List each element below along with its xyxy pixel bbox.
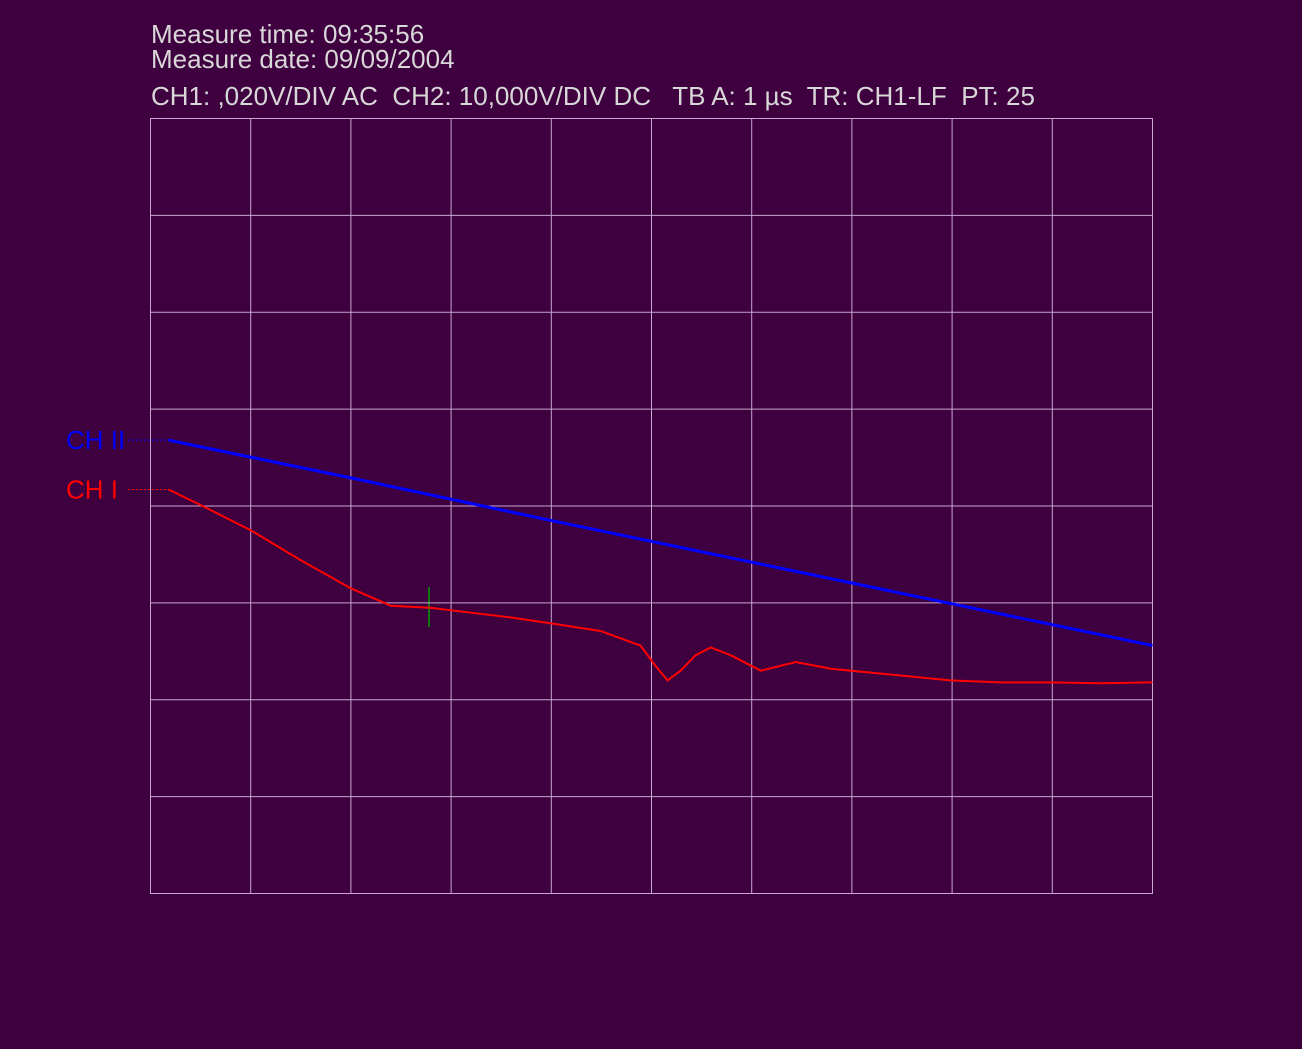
channel-label: CH I bbox=[66, 474, 118, 504]
measure-date: Measure date: 09/09/2004 bbox=[151, 44, 455, 74]
trace bbox=[168, 488, 1153, 685]
trace bbox=[168, 438, 1153, 647]
channel-label: CH II bbox=[66, 425, 125, 455]
settings: CH1: ,020V/DIV AC CH2: 10,000V/DIV DC TB… bbox=[151, 81, 1035, 111]
measure-time: Measure time: 09:35:56 bbox=[151, 19, 424, 49]
